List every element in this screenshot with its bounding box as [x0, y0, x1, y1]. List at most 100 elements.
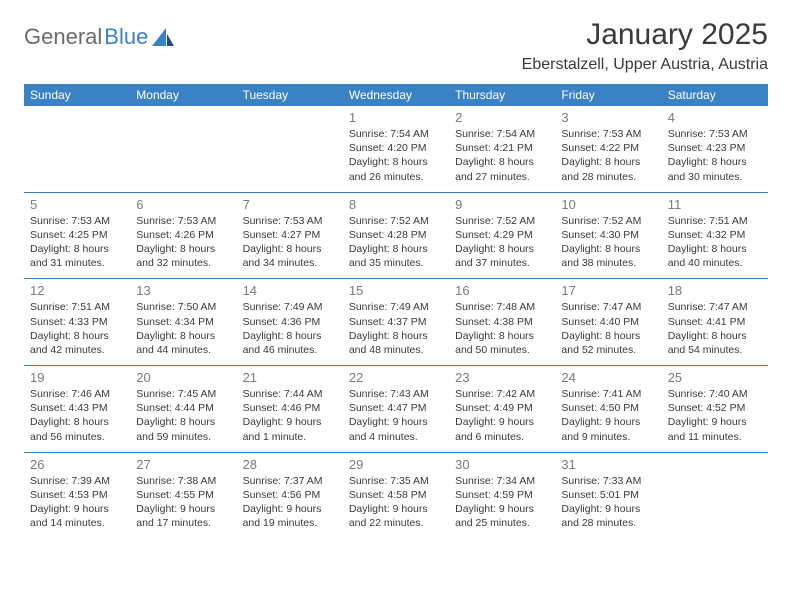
day-number: 23 [455, 370, 549, 385]
sunrise-text: Sunrise: 7:33 AM [561, 474, 655, 488]
sunset-text: Sunset: 4:55 PM [136, 488, 230, 502]
day-info: Sunrise: 7:37 AMSunset: 4:56 PMDaylight:… [243, 474, 337, 531]
daylight-line-1: Daylight: 8 hours [455, 155, 549, 169]
sunset-text: Sunset: 4:47 PM [349, 401, 443, 415]
month-title: January 2025 [522, 18, 768, 52]
day-number: 24 [561, 370, 655, 385]
daylight-line-2: and 52 minutes. [561, 343, 655, 357]
day-info: Sunrise: 7:52 AMSunset: 4:29 PMDaylight:… [455, 214, 549, 271]
daylight-line-1: Daylight: 8 hours [455, 329, 549, 343]
daylight-line-2: and 6 minutes. [455, 430, 549, 444]
day-info: Sunrise: 7:43 AMSunset: 4:47 PMDaylight:… [349, 387, 443, 444]
daylight-line-2: and 31 minutes. [30, 256, 124, 270]
calendar-day-cell: 10Sunrise: 7:52 AMSunset: 4:30 PMDayligh… [555, 192, 661, 279]
daylight-line-2: and 37 minutes. [455, 256, 549, 270]
calendar-day-cell: 2 Sunrise: 7:54 AMSunset: 4:21 PMDaylight… [449, 106, 555, 192]
day-number: 18 [668, 283, 762, 298]
sunrise-text: Sunrise: 7:37 AM [243, 474, 337, 488]
daylight-line-1: Daylight: 8 hours [561, 155, 655, 169]
sunrise-text: Sunrise: 7:52 AM [455, 214, 549, 228]
sunrise-text: Sunrise: 7:50 AM [136, 300, 230, 314]
sunrise-text: Sunrise: 7:35 AM [349, 474, 443, 488]
daylight-line-1: Daylight: 8 hours [455, 242, 549, 256]
weekday-header: Friday [555, 84, 661, 106]
sunrise-text: Sunrise: 7:42 AM [455, 387, 549, 401]
daylight-line-2: and 38 minutes. [561, 256, 655, 270]
daylight-line-2: and 30 minutes. [668, 170, 762, 184]
calendar-day-cell: 21Sunrise: 7:44 AMSunset: 4:46 PMDayligh… [237, 366, 343, 453]
calendar-day-cell: 22Sunrise: 7:43 AMSunset: 4:47 PMDayligh… [343, 366, 449, 453]
sunset-text: Sunset: 4:26 PM [136, 228, 230, 242]
sunrise-text: Sunrise: 7:48 AM [455, 300, 549, 314]
calendar-day-cell: 1 Sunrise: 7:54 AMSunset: 4:20 PMDaylight… [343, 106, 449, 192]
day-number: 29 [349, 457, 443, 472]
day-info: Sunrise: 7:42 AMSunset: 4:49 PMDaylight:… [455, 387, 549, 444]
sunset-text: Sunset: 4:28 PM [349, 228, 443, 242]
daylight-line-2: and 27 minutes. [455, 170, 549, 184]
day-info: Sunrise: 7:48 AMSunset: 4:38 PMDaylight:… [455, 300, 549, 357]
sunset-text: Sunset: 4:23 PM [668, 141, 762, 155]
calendar-day-cell: 31 Sunrise: 7:33 AMSunset: 5:01 PMDayligh… [555, 452, 661, 538]
weekday-header: Saturday [662, 84, 768, 106]
calendar-day-cell: 9 Sunrise: 7:52 AMSunset: 4:29 PMDaylight… [449, 192, 555, 279]
sunset-text: Sunset: 4:37 PM [349, 315, 443, 329]
daylight-line-1: Daylight: 9 hours [561, 415, 655, 429]
day-number: 2 [455, 110, 549, 125]
sunrise-text: Sunrise: 7:40 AM [668, 387, 762, 401]
day-number: 14 [243, 283, 337, 298]
daylight-line-1: Daylight: 8 hours [668, 242, 762, 256]
daylight-line-1: Daylight: 8 hours [30, 329, 124, 343]
day-info: Sunrise: 7:54 AMSunset: 4:20 PMDaylight:… [349, 127, 443, 184]
day-info: Sunrise: 7:54 AMSunset: 4:21 PMDaylight:… [455, 127, 549, 184]
day-info: Sunrise: 7:49 AMSunset: 4:37 PMDaylight:… [349, 300, 443, 357]
daylight-line-1: Daylight: 9 hours [349, 502, 443, 516]
sunrise-text: Sunrise: 7:49 AM [243, 300, 337, 314]
daylight-line-2: and 42 minutes. [30, 343, 124, 357]
sunset-text: Sunset: 4:41 PM [668, 315, 762, 329]
calendar-week-row: 5Sunrise: 7:53 AMSunset: 4:25 PMDaylight… [24, 192, 768, 279]
day-number: 30 [455, 457, 549, 472]
daylight-line-2: and 48 minutes. [349, 343, 443, 357]
calendar-day-cell: 8Sunrise: 7:52 AMSunset: 4:28 PMDaylight… [343, 192, 449, 279]
day-info: Sunrise: 7:51 AMSunset: 4:33 PMDaylight:… [30, 300, 124, 357]
day-number: 26 [30, 457, 124, 472]
title-block: January 2025 Eberstalzell, Upper Austria… [522, 18, 768, 74]
day-info: Sunrise: 7:50 AMSunset: 4:34 PMDaylight:… [136, 300, 230, 357]
calendar-day-cell: 4Sunrise: 7:53 AMSunset: 4:23 PMDaylight… [662, 106, 768, 192]
sunset-text: Sunset: 4:20 PM [349, 141, 443, 155]
day-info: Sunrise: 7:40 AMSunset: 4:52 PMDaylight:… [668, 387, 762, 444]
daylight-line-1: Daylight: 9 hours [243, 415, 337, 429]
calendar-day-cell: 27Sunrise: 7:38 AMSunset: 4:55 PMDayligh… [130, 452, 236, 538]
weekday-row: Sunday Monday Tuesday Wednesday Thursday… [24, 84, 768, 106]
day-number: 16 [455, 283, 549, 298]
daylight-line-2: and 19 minutes. [243, 516, 337, 530]
sunrise-text: Sunrise: 7:54 AM [455, 127, 549, 141]
calendar-day-cell: 26Sunrise: 7:39 AMSunset: 4:53 PMDayligh… [24, 452, 130, 538]
sunset-text: Sunset: 4:38 PM [455, 315, 549, 329]
weekday-header: Wednesday [343, 84, 449, 106]
calendar-day-cell: 5Sunrise: 7:53 AMSunset: 4:25 PMDaylight… [24, 192, 130, 279]
daylight-line-1: Daylight: 8 hours [349, 155, 443, 169]
sunrise-text: Sunrise: 7:38 AM [136, 474, 230, 488]
daylight-line-2: and 59 minutes. [136, 430, 230, 444]
calendar-empty-cell [237, 106, 343, 192]
daylight-line-1: Daylight: 8 hours [30, 415, 124, 429]
calendar-week-row: 19Sunrise: 7:46 AMSunset: 4:43 PMDayligh… [24, 366, 768, 453]
calendar-day-cell: 11Sunrise: 7:51 AMSunset: 4:32 PMDayligh… [662, 192, 768, 279]
day-number: 31 [561, 457, 655, 472]
calendar-day-cell: 23 Sunrise: 7:42 AMSunset: 4:49 PMDayligh… [449, 366, 555, 453]
sunset-text: Sunset: 5:01 PM [561, 488, 655, 502]
daylight-line-1: Daylight: 9 hours [561, 502, 655, 516]
day-info: Sunrise: 7:47 AMSunset: 4:40 PMDaylight:… [561, 300, 655, 357]
calendar-week-row: 1Sunrise: 7:54 AMSunset: 4:20 PMDaylight… [24, 106, 768, 192]
sunset-text: Sunset: 4:36 PM [243, 315, 337, 329]
day-number: 1 [349, 110, 443, 125]
calendar-day-cell: 24Sunrise: 7:41 AMSunset: 4:50 PMDayligh… [555, 366, 661, 453]
sunset-text: Sunset: 4:33 PM [30, 315, 124, 329]
day-number: 9 [455, 197, 549, 212]
daylight-line-1: Daylight: 8 hours [136, 329, 230, 343]
calendar-empty-cell [130, 106, 236, 192]
calendar-day-cell: 6Sunrise: 7:53 AMSunset: 4:26 PMDaylight… [130, 192, 236, 279]
sunset-text: Sunset: 4:59 PM [455, 488, 549, 502]
day-number: 21 [243, 370, 337, 385]
